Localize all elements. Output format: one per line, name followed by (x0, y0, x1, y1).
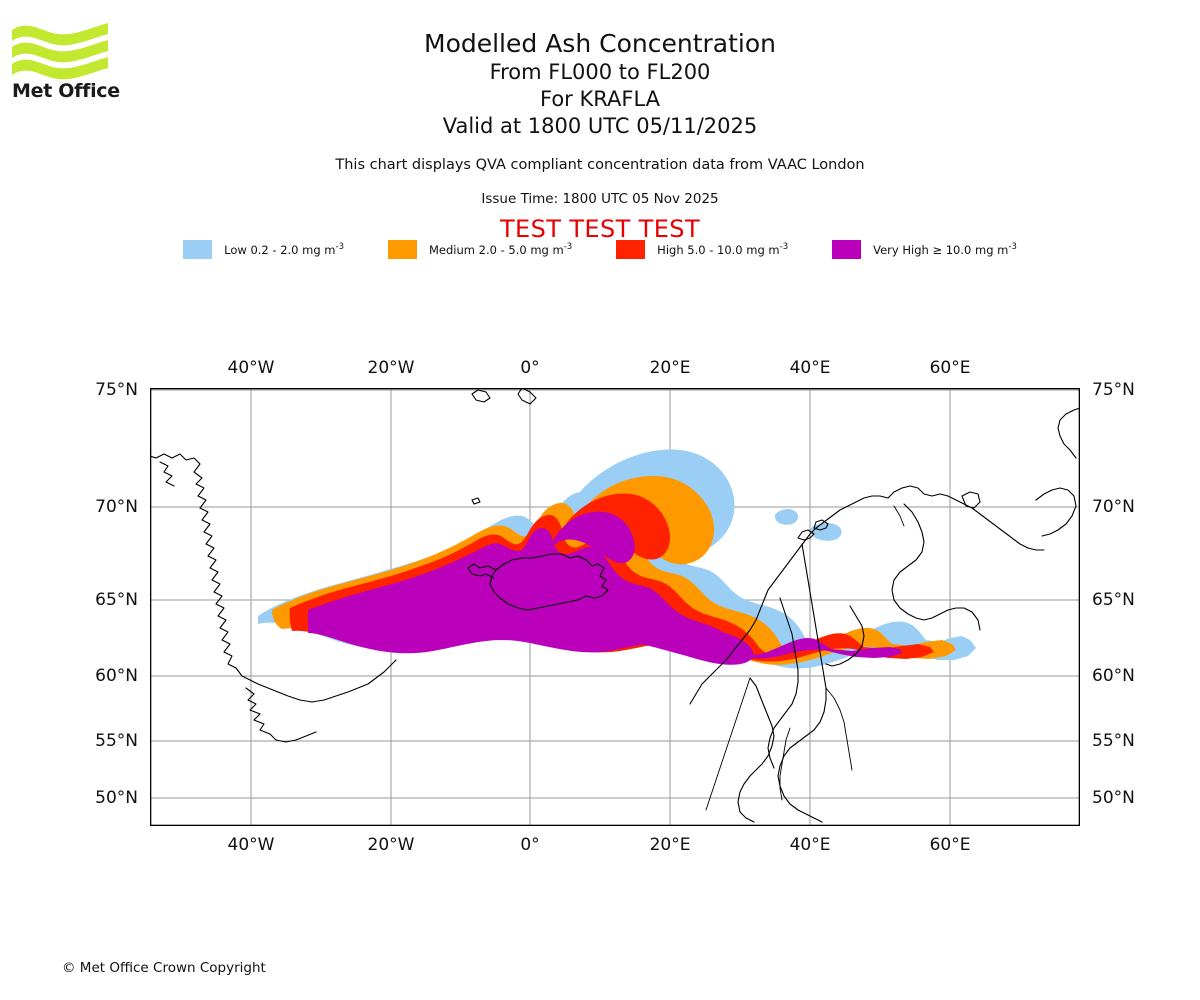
border-ru-fi (825, 687, 853, 771)
coastline-russia-arctic (891, 503, 981, 631)
border-nor-rus (893, 505, 905, 527)
coastline-novaya-zemlya2 (1057, 407, 1080, 459)
coastline-greenland-inner-fjords (159, 461, 175, 487)
legend-label-medium: Medium 2.0 - 5.0 mg m-3 (428, 242, 573, 257)
legend-item-medium: Medium 2.0 - 5.0 mg m-3 (387, 240, 573, 259)
lon-tick-top-20e: 20°E (649, 358, 691, 378)
coastline-greenland-south-tip (245, 687, 317, 743)
lat-tick-left-50n: 50°N (95, 788, 138, 808)
issue-time: Issue Time: 1800 UTC 05 Nov 2025 (481, 191, 719, 207)
lat-tick-right-65n: 65°N (1092, 590, 1135, 610)
coastline-norway-finnmark (887, 485, 1045, 551)
lon-tick-bottom-60e: 60°E (929, 835, 971, 855)
lon-tick-top-60e: 60°E (929, 358, 971, 378)
border-fin-swe (779, 727, 791, 801)
lat-tick-left-55n: 55°N (95, 731, 138, 751)
ash-contour-very-high-north (552, 511, 635, 564)
legend-item-very-high: Very High ≥ 10.0 mg m-3 (832, 240, 1017, 259)
legend-swatch-very-high (832, 240, 862, 259)
lon-tick-bottom-40w: 40°W (227, 835, 275, 855)
lon-tick-top-40e: 40°E (789, 358, 831, 378)
map-frame (150, 388, 1080, 826)
legend-item-high: High 5.0 - 10.0 mg m-3 (616, 240, 788, 259)
legend-label-very-high: Very High ≥ 10.0 mg m-3 (873, 242, 1017, 257)
lat-tick-right-50n: 50°N (1092, 788, 1135, 808)
lat-tick-right-75n: 75°N (1092, 380, 1135, 400)
coastline-north-islands (471, 389, 491, 403)
met-office-wave-logo-icon (12, 23, 108, 80)
lon-tick-bottom-0: 0° (520, 835, 540, 855)
coastline-norway (689, 495, 889, 705)
coastline-lofoten (797, 529, 815, 541)
coastline-kolguev (961, 491, 981, 509)
lon-tick-top-20w: 20°W (367, 358, 415, 378)
map-coastlines (150, 388, 1080, 823)
lon-tick-top-40w: 40°W (227, 358, 275, 378)
ash-contour-very-high-east (637, 628, 754, 665)
map-canvas (150, 388, 1080, 826)
lat-tick-left-60n: 60°N (95, 666, 138, 686)
lon-tick-top-0: 0° (520, 358, 540, 378)
qva-compliance-note: This chart displays QVA compliant concen… (335, 157, 865, 173)
coastline-sweden-baltic (737, 677, 775, 823)
lon-tick-bottom-40e: 40°E (789, 835, 831, 855)
coastline-finland (777, 543, 827, 823)
met-office-wordmark: Met Office (12, 80, 120, 102)
page-title: Modelled Ash Concentration (424, 29, 776, 58)
coastline-north-island2 (517, 388, 537, 405)
legend-label-low: Low 0.2 - 2.0 mg m-3 (224, 242, 344, 257)
legend-label-high: High 5.0 - 10.0 mg m-3 (657, 242, 789, 257)
ash-contour-low-speck2 (810, 523, 842, 541)
ash-concentration-map: 40°W 20°W 0° 20°E 40°E 60°E 40°W 20°W 0°… (95, 358, 1135, 855)
volcano-name: For KRAFLA (540, 87, 660, 111)
chart-title-block: Modelled Ash Concentration From FL000 to… (0, 28, 1200, 140)
lat-tick-right-60n: 60°N (1092, 666, 1135, 686)
legend-swatch-low (183, 240, 213, 259)
lat-tick-left-75n: 75°N (95, 380, 138, 400)
copyright-notice: © Met Office Crown Copyright (62, 960, 266, 976)
coastline-lofoten2 (813, 519, 829, 531)
legend-item-low: Low 0.2 - 2.0 mg m-3 (183, 240, 344, 259)
lat-tick-right-55n: 55°N (1092, 731, 1135, 751)
flight-level-range: From FL000 to FL200 (489, 60, 711, 84)
lat-tick-left-70n: 70°N (95, 497, 138, 517)
concentration-legend: Low 0.2 - 2.0 mg m-3 Medium 2.0 - 5.0 mg… (0, 240, 1200, 259)
lat-tick-left-65n: 65°N (95, 590, 138, 610)
lat-tick-right-70n: 70°N (1092, 497, 1135, 517)
coastline-iceland (489, 553, 609, 611)
lon-tick-bottom-20w: 20°W (367, 835, 415, 855)
legend-swatch-medium (387, 240, 417, 259)
test-banner: TEST TEST TEST (499, 215, 700, 243)
valid-time: Valid at 1800 UTC 05/11/2025 (442, 114, 758, 138)
coastline-finland-west (767, 597, 799, 769)
lon-tick-bottom-20e: 20°E (649, 835, 691, 855)
legend-swatch-high (616, 240, 646, 259)
coastline-novaya-zemlya (1035, 487, 1077, 537)
coastline-iceland-nw-fjords (467, 563, 497, 579)
ash-contour-low-speck (774, 509, 799, 525)
coastline-white-sea (825, 605, 865, 667)
coastline-greenland (150, 453, 397, 703)
coastline-jan-mayen (471, 497, 481, 505)
met-office-logo: Met Office (12, 22, 142, 114)
border-swe-nor (705, 677, 751, 811)
